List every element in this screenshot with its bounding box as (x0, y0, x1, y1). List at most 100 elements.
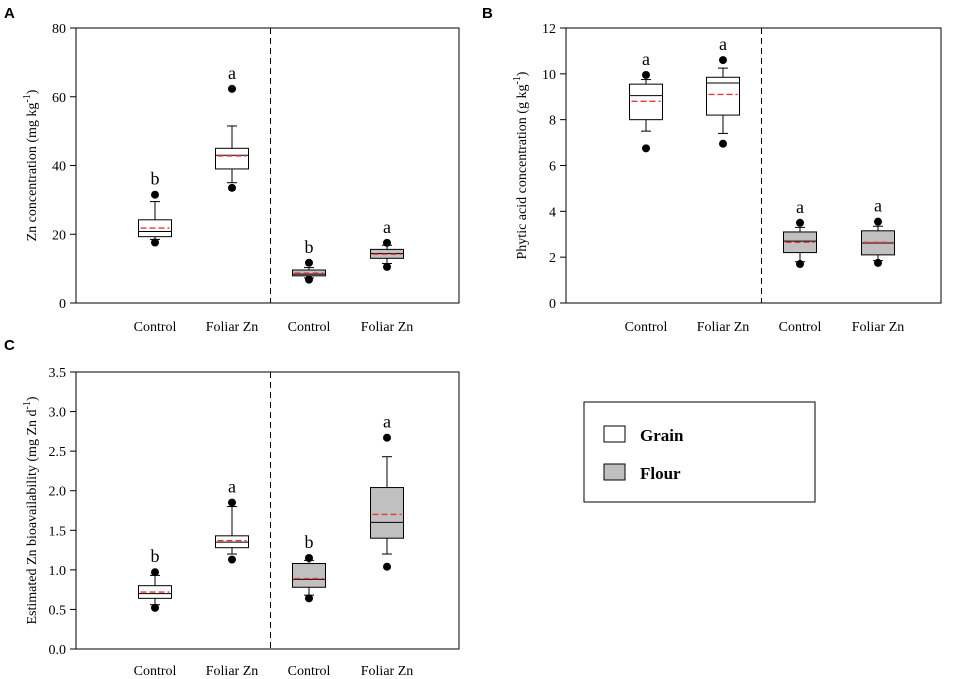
legend-label-grain: Grain (640, 426, 684, 445)
panel-b-box-1: a (629, 49, 663, 153)
outlier-point (305, 275, 313, 284)
panel-a-ytick-label: 80 (52, 22, 66, 37)
panel-c-category-label: Foliar Zn (361, 664, 414, 679)
outlier-point (719, 56, 727, 65)
panel-b-ytick-label: 2 (549, 251, 556, 266)
significance-letter: a (874, 196, 882, 216)
panel-b-ytick-label: 0 (549, 297, 556, 312)
panel-a-plot-frame (75, 27, 460, 304)
outlier-point (151, 603, 159, 612)
outlier-point (383, 262, 391, 271)
panel-c-category-label: Foliar Zn (206, 664, 259, 679)
panel-c-plot-frame (75, 371, 460, 650)
outlier-point (383, 433, 391, 442)
panel-c-ytick-label: 2.5 (49, 445, 67, 460)
panel-c-ytick-label: 3.0 (49, 406, 67, 421)
panel-b-box-2: a (706, 34, 740, 148)
panel-c-box-2: a (215, 477, 249, 564)
panel-c-ylabel: Estimated Zn bioavailability (mg Zn d-1) (22, 396, 40, 624)
outlier-point (383, 562, 391, 571)
panel-letter-b: B (482, 5, 493, 22)
panel-letter-c: C (4, 337, 15, 354)
legend: Grain Flour (583, 401, 816, 503)
panel-c-plot: 0.0 0.5 1.0 1.5 2.0 2.5 3.0 3.5 Estimated Zn bio… (22, 366, 460, 679)
outlier-point (228, 183, 236, 192)
panel-c-box-4: a (370, 412, 404, 571)
panel-b-box-3: a (783, 197, 817, 269)
significance-letter: a (228, 63, 236, 83)
significance-letter: a (383, 412, 391, 432)
panel-a-category-label: Control (288, 320, 331, 335)
panel-b-box-4: a (861, 196, 895, 267)
legend-swatch-flour (603, 463, 626, 481)
box-iqr (370, 487, 404, 539)
panel-c-ytick-label: 3.5 (49, 366, 67, 381)
panel-b-plot: 0 2 4 6 8 10 12 Phytic acid concentration (g kg… (512, 22, 942, 335)
panel-b-category-label: Control (625, 320, 668, 335)
panel-c-ytick-label: 2.0 (49, 485, 67, 500)
panel-b-ytick-label: 10 (542, 68, 556, 83)
significance-letter: a (796, 197, 804, 217)
outlier-point (642, 144, 650, 153)
panel-a-box-3: b (292, 237, 326, 284)
panel-c-ytick-label: 1.5 (49, 524, 67, 539)
significance-letter: a (642, 49, 650, 69)
panel-a-plot: 0 20 40 60 80 Zn concentration (mg kg-1) Contr… (22, 22, 460, 335)
panel-a-box-1: b (138, 169, 172, 247)
significance-letter: b (151, 169, 160, 189)
significance-letter: a (383, 217, 391, 237)
outlier-point (383, 238, 391, 247)
panel-b-ytick-label: 6 (549, 160, 556, 175)
box-iqr (706, 76, 740, 116)
outlier-point (305, 553, 313, 562)
outlier-point (151, 568, 159, 577)
panel-c-ytick-label: 0.5 (49, 603, 67, 618)
outlier-point (228, 555, 236, 564)
outlier-point (305, 258, 313, 267)
panel-b-category-label: Foliar Zn (697, 320, 750, 335)
outlier-point (874, 258, 882, 267)
panel-a-ytick-label: 0 (59, 297, 66, 312)
panel-a-box-2: a (215, 63, 249, 192)
legend-swatch-grain (603, 425, 626, 443)
panel-b-ylabel: Phytic acid concentration (g kg-1) (512, 71, 530, 259)
significance-letter: a (719, 34, 727, 54)
panel-b-ytick-label: 8 (549, 114, 556, 129)
outlier-point (874, 217, 882, 226)
legend-frame (583, 401, 816, 503)
panel-c-ytick-label: 1.0 (49, 564, 67, 579)
box-iqr (292, 563, 326, 588)
panel-c-box-1: b (138, 546, 172, 612)
significance-letter: b (305, 237, 314, 257)
outlier-point (151, 238, 159, 247)
outlier-point (796, 260, 804, 269)
panel-a-ytick-label: 20 (52, 228, 66, 243)
panel-a-category-label: Foliar Zn (361, 320, 414, 335)
outlier-point (151, 190, 159, 199)
significance-letter: b (151, 546, 160, 566)
outlier-point (719, 139, 727, 148)
panel-b-category-label: Control (779, 320, 822, 335)
panel-c-category-label: Control (288, 664, 331, 679)
panel-letter-a: A (4, 5, 15, 22)
significance-letter: b (305, 532, 314, 552)
panel-c-category-label: Control (134, 664, 177, 679)
panel-a-category-label: Control (134, 320, 177, 335)
significance-letter: a (228, 477, 236, 497)
panel-b-ytick-label: 4 (549, 205, 556, 220)
box-iqr (215, 147, 249, 170)
outlier-point (305, 594, 313, 603)
panel-c-ytick-label: 0.0 (49, 643, 67, 658)
outlier-point (228, 498, 236, 507)
panel-b-plot-frame (565, 27, 942, 304)
panel-a-ytick-label: 40 (52, 160, 66, 175)
outlier-point (228, 84, 236, 93)
panel-c-box-3: b (292, 532, 326, 603)
legend-label-flour: Flour (640, 464, 681, 483)
panel-a-ytick-label: 60 (52, 91, 66, 106)
panel-b-ytick-label: 12 (542, 22, 556, 37)
panel-a-box-4: a (370, 217, 404, 271)
panel-a-category-label: Foliar Zn (206, 320, 259, 335)
panel-a-ylabel: Zn concentration (mg kg-1) (22, 89, 40, 241)
